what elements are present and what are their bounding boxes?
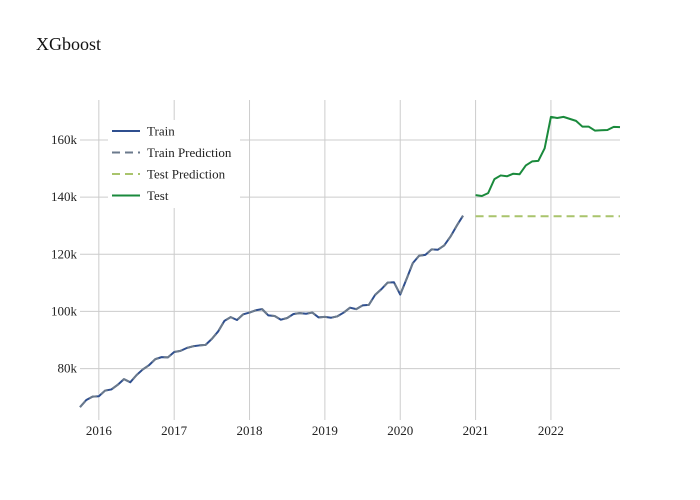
x-tick-label: 2018 [237,423,263,438]
x-axis-ticks: 2016 2017 2018 2019 2020 2021 2022 [86,423,564,438]
x-tick-label: 2020 [387,423,413,438]
y-tick-label: 120k [51,246,78,261]
x-tick-label: 2021 [463,423,489,438]
legend-label: Train [147,124,175,139]
series-line-test [475,115,621,197]
y-axis-ticks: 80k 100k 120k 140k 160k [51,132,78,376]
x-tick-label: 2019 [312,423,338,438]
plot-area [79,115,621,408]
legend-background [108,120,240,208]
y-tick-label: 100k [51,303,78,318]
y-tick-label: 140k [51,189,78,204]
y-tick-label: 80k [58,361,78,376]
x-tick-label: 2017 [161,423,188,438]
legend-label: Train Prediction [147,145,232,160]
series-line-train-prediction [79,215,464,408]
legend-label: Test [147,188,169,203]
chart-title: XGboost [36,34,101,54]
x-tick-label: 2016 [86,423,113,438]
legend: Train Train Prediction Test Prediction Test [108,120,240,208]
legend-label: Test Prediction [147,167,226,182]
y-tick-label: 160k [51,132,78,147]
x-tick-label: 2022 [538,423,564,438]
